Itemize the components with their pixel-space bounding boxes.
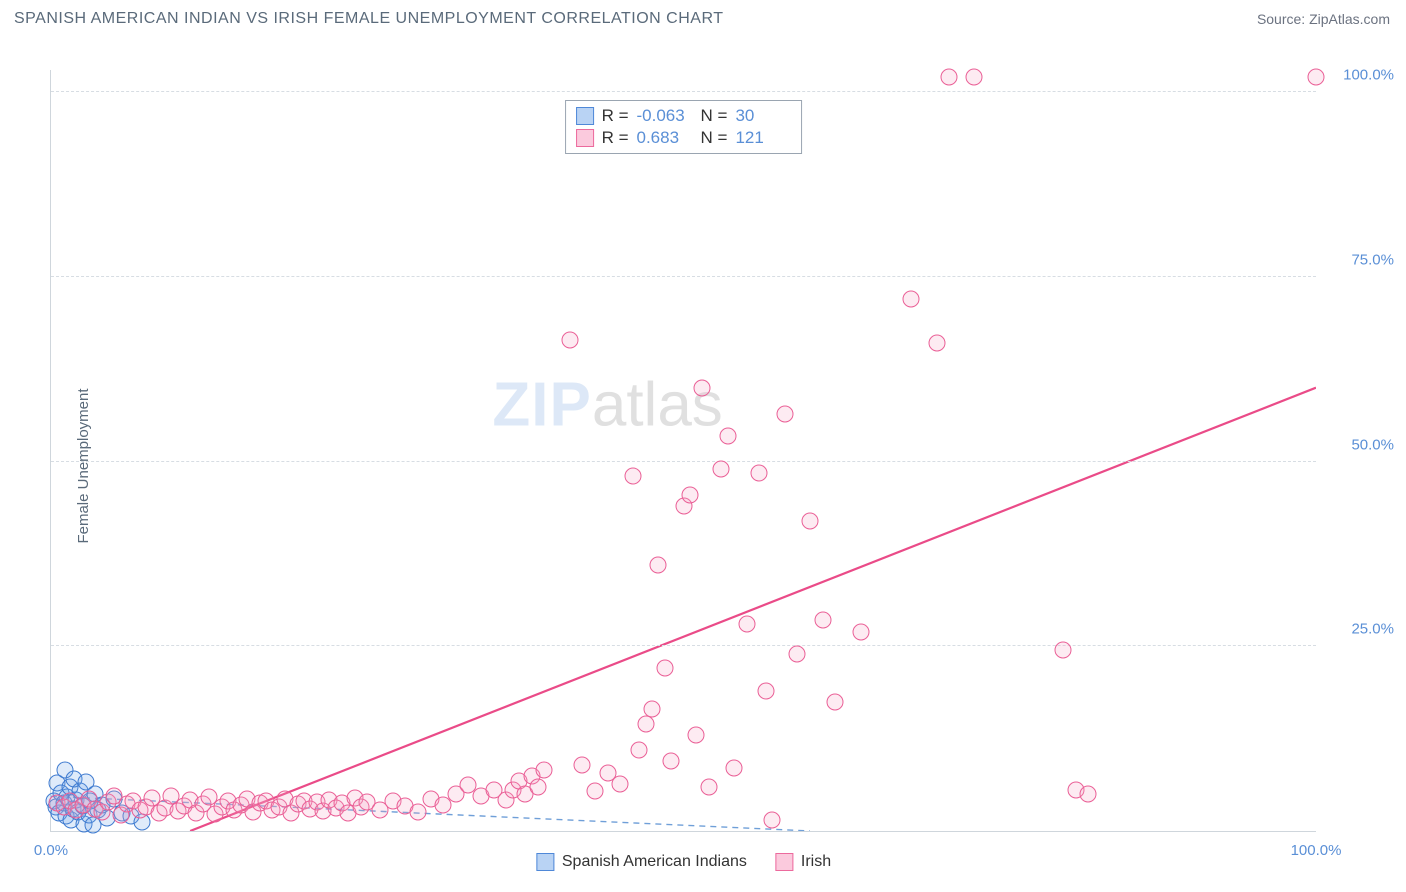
scatter-point [643, 701, 660, 718]
scatter-point [662, 752, 679, 769]
scatter-point [789, 645, 806, 662]
chart-area: Female Unemployment ZIPatlas R = -0.063 … [0, 40, 1406, 892]
scatter-point [681, 486, 698, 503]
legend-swatch-a [536, 853, 554, 871]
stats-n-label: N = [701, 106, 728, 126]
legend-swatch-b [775, 853, 793, 871]
scatter-point [700, 778, 717, 795]
scatter-point [536, 762, 553, 779]
scatter-point [656, 660, 673, 677]
scatter-point [586, 783, 603, 800]
stats-legend-box: R = -0.063 N = 30 R = 0.683 N = 121 [565, 100, 803, 154]
y-tick-label: 25.0% [1324, 621, 1394, 638]
gridline [51, 276, 1316, 277]
stats-n-value-a: 30 [735, 106, 791, 126]
chart-title: SPANISH AMERICAN INDIAN VS IRISH FEMALE … [14, 10, 723, 28]
scatter-point [409, 803, 426, 820]
scatter-point [928, 335, 945, 352]
legend-item-b: Irish [775, 853, 831, 871]
scatter-point [624, 468, 641, 485]
scatter-point [688, 726, 705, 743]
gridline [51, 645, 1316, 646]
source-attribution: Source: ZipAtlas.com [1257, 11, 1390, 27]
scatter-point [941, 69, 958, 86]
legend-label-b: Irish [801, 853, 831, 871]
swatch-series-b [576, 129, 594, 147]
scatter-point [764, 811, 781, 828]
scatter-point [1055, 642, 1072, 659]
plot-region: ZIPatlas R = -0.063 N = 30 R = 0.683 N =… [50, 70, 1316, 832]
scatter-point [561, 331, 578, 348]
scatter-point [574, 756, 591, 773]
scatter-point [776, 405, 793, 422]
scatter-point [738, 616, 755, 633]
swatch-series-a [576, 107, 594, 125]
x-tick-label: 100.0% [1291, 842, 1342, 859]
stats-r-value-b: 0.683 [637, 128, 693, 148]
scatter-point [903, 291, 920, 308]
source-link[interactable]: ZipAtlas.com [1309, 11, 1390, 27]
bottom-legend: Spanish American Indians Irish [536, 853, 831, 871]
stats-n-value-b: 121 [735, 128, 791, 148]
scatter-point [852, 623, 869, 640]
scatter-point [1308, 69, 1325, 86]
stats-n-label: N = [701, 128, 728, 148]
scatter-point [751, 464, 768, 481]
stats-r-value-a: -0.063 [637, 106, 693, 126]
watermark: ZIPatlas [492, 369, 722, 440]
scatter-point [650, 557, 667, 574]
legend-item-a: Spanish American Indians [536, 853, 747, 871]
trend-line [190, 388, 1316, 831]
stats-r-label: R = [602, 128, 629, 148]
trendlines-layer [51, 70, 1316, 831]
scatter-point [530, 778, 547, 795]
legend-label-a: Spanish American Indians [562, 853, 747, 871]
scatter-point [637, 715, 654, 732]
scatter-point [713, 460, 730, 477]
y-tick-label: 100.0% [1324, 67, 1394, 84]
scatter-point [827, 693, 844, 710]
y-tick-label: 75.0% [1324, 251, 1394, 268]
chart-header: SPANISH AMERICAN INDIAN VS IRISH FEMALE … [0, 0, 1406, 34]
scatter-point [719, 427, 736, 444]
watermark-zip: ZIP [492, 370, 591, 439]
scatter-point [966, 69, 983, 86]
source-label: Source: [1257, 11, 1309, 27]
scatter-point [802, 512, 819, 529]
stats-row-series-b: R = 0.683 N = 121 [576, 127, 792, 149]
scatter-point [1080, 786, 1097, 803]
gridline [51, 91, 1316, 92]
scatter-point [694, 379, 711, 396]
gridline [51, 461, 1316, 462]
scatter-point [631, 741, 648, 758]
scatter-point [757, 682, 774, 699]
stats-row-series-a: R = -0.063 N = 30 [576, 105, 792, 127]
scatter-point [612, 776, 629, 793]
scatter-point [814, 612, 831, 629]
y-tick-label: 50.0% [1324, 436, 1394, 453]
x-tick-label: 0.0% [34, 842, 68, 859]
scatter-point [726, 760, 743, 777]
stats-r-label: R = [602, 106, 629, 126]
